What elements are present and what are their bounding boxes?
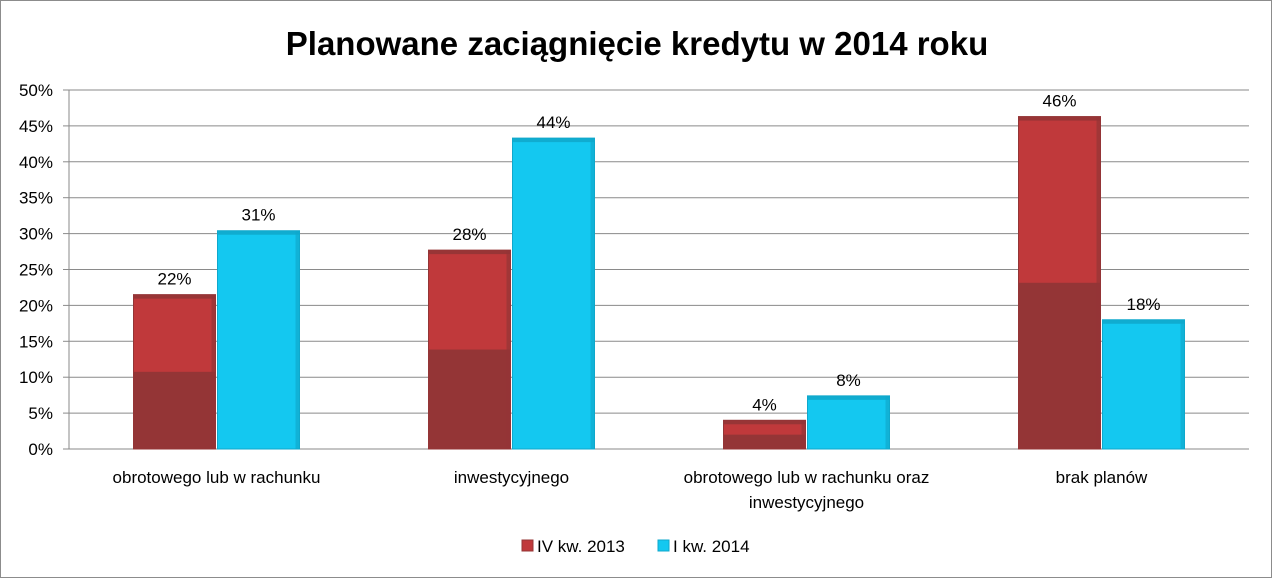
legend: IV kw. 2013 I kw. 2014 xyxy=(521,537,750,556)
data-label: 22% xyxy=(157,270,191,289)
data-label: 8% xyxy=(836,371,861,390)
data-label: 28% xyxy=(452,225,486,244)
data-labels: 22% 31% 28% 44% 4% 8% 46% 18% xyxy=(157,92,1160,415)
y-axis-ticks: 0% 5% 10% 15% 20% 25% 30% 35% 40% 45% 50% xyxy=(19,81,53,459)
bar xyxy=(1018,116,1101,450)
legend-swatch xyxy=(657,539,670,552)
bar xyxy=(133,294,216,450)
legend-item: IV kw. 2013 xyxy=(521,537,625,556)
bars xyxy=(133,116,1185,450)
y-tick-label: 5% xyxy=(28,404,53,423)
data-label: 46% xyxy=(1042,92,1076,111)
y-tick-label: 20% xyxy=(19,296,53,315)
x-category-label: inwestycyjnego xyxy=(454,468,569,487)
legend-label: I kw. 2014 xyxy=(673,537,750,556)
y-tick-label: 45% xyxy=(19,117,53,136)
x-category-label: obrotowego lub w rachunku xyxy=(113,468,321,487)
legend-item: I kw. 2014 xyxy=(657,537,750,556)
y-tick-label: 25% xyxy=(19,261,53,280)
bar xyxy=(512,137,595,450)
data-label: 31% xyxy=(241,206,275,225)
x-category-label: inwestycyjnego xyxy=(749,493,864,512)
bar xyxy=(1102,319,1185,450)
x-category-label: obrotowego lub w rachunku oraz xyxy=(684,468,930,487)
bar xyxy=(217,230,300,450)
bar xyxy=(428,249,511,450)
y-tick-label: 10% xyxy=(19,368,53,387)
x-category-label: brak planów xyxy=(1056,468,1148,487)
bar xyxy=(723,419,806,450)
y-tick-label: 50% xyxy=(19,81,53,100)
bar xyxy=(807,395,890,450)
legend-label: IV kw. 2013 xyxy=(537,537,625,556)
x-axis-categories: obrotowego lub w rachunku inwestycyjnego o… xyxy=(113,468,1149,512)
legend-swatch xyxy=(521,539,534,552)
data-label: 4% xyxy=(752,395,777,414)
y-tick-label: 15% xyxy=(19,332,53,351)
y-tick-label: 30% xyxy=(19,225,53,244)
data-label: 44% xyxy=(536,113,570,132)
chart-title: Planowane zaciągnięcie kredytu w 2014 ro… xyxy=(286,25,988,62)
y-tick-label: 40% xyxy=(19,153,53,172)
y-tick-label: 35% xyxy=(19,189,53,208)
data-label: 18% xyxy=(1126,295,1160,314)
y-tick-label: 0% xyxy=(28,440,53,459)
